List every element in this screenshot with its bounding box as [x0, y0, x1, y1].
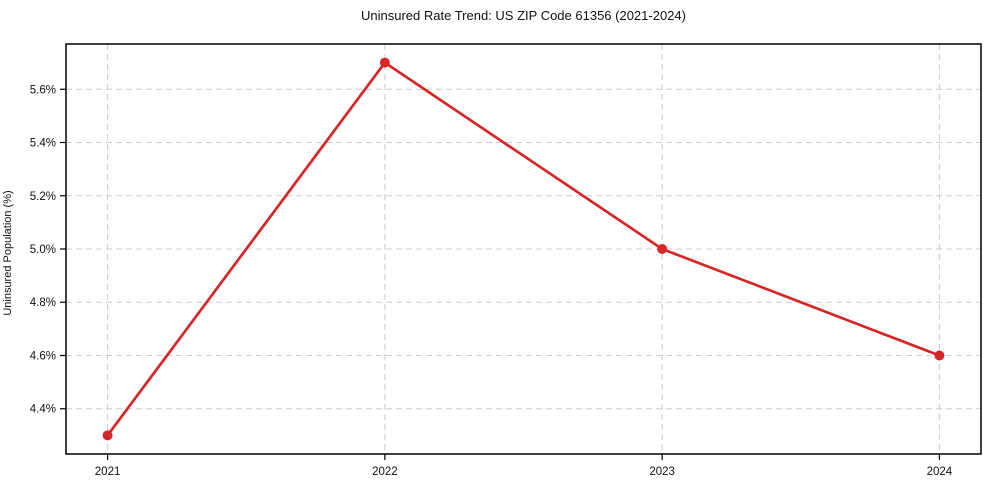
plot-frame — [65, 43, 982, 455]
y-tick-label: 5.2% — [30, 191, 56, 203]
y-tick-label: 4.6% — [30, 350, 56, 362]
y-tick-label: 5.0% — [30, 244, 56, 256]
trend-line — [106, 61, 941, 437]
x-tick-label: 2023 — [649, 466, 675, 478]
x-tick-label: 2022 — [372, 466, 398, 478]
x-tick-label: 2021 — [95, 466, 121, 478]
y-tick-label: 5.4% — [30, 138, 56, 150]
chart-title: Uninsured Rate Trend: US ZIP Code 61356 … — [361, 8, 686, 23]
y-tick-label: 4.8% — [30, 297, 56, 309]
y-tick-label: 5.6% — [30, 84, 56, 96]
data-point — [379, 57, 390, 68]
data-point — [657, 244, 668, 254]
y-tick-label: 4.4% — [30, 404, 56, 416]
x-tick-label: 2024 — [927, 466, 953, 478]
data-point — [102, 430, 113, 441]
data-point — [934, 350, 945, 361]
